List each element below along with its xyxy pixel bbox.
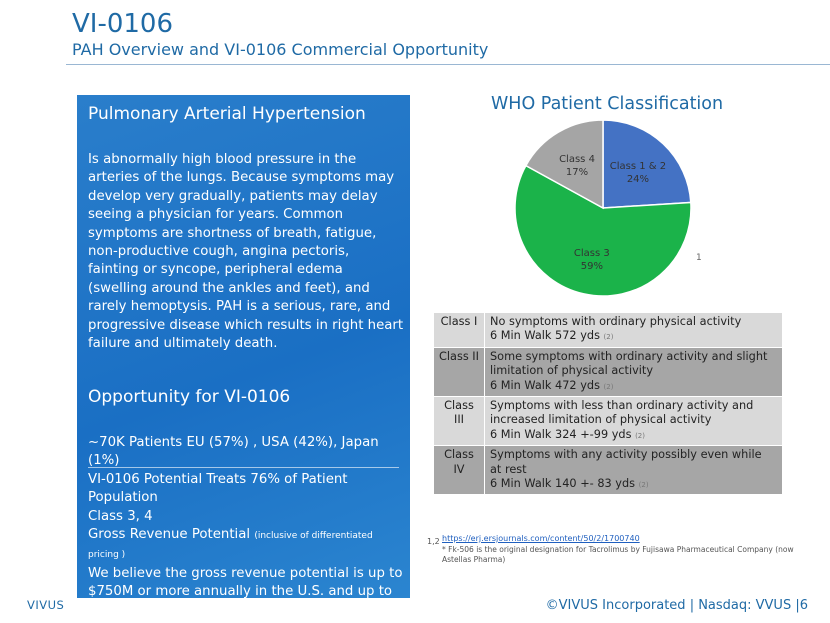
pah-heading: Pulmonary Arterial Hypertension bbox=[88, 104, 366, 124]
opportunity-details: ~70K Patients EU (57%) , USA (42%), Japa… bbox=[88, 434, 404, 620]
class-label-cell: Class III bbox=[433, 396, 485, 447]
chart-annotation: 1 bbox=[696, 253, 702, 263]
class-label-cell: Class I bbox=[433, 312, 485, 348]
walk-distance-text: 6 Min Walk 472 yds bbox=[490, 378, 600, 392]
pie-value-label: 24% bbox=[627, 174, 649, 185]
class-description: Some symptoms with ordinary activity and… bbox=[490, 349, 768, 363]
revenue-label: Gross Revenue Potential bbox=[88, 527, 251, 543]
class-description-cont: increased limitation of physical activit… bbox=[490, 413, 712, 427]
class-description-cell: Some symptoms with ordinary activity and… bbox=[484, 346, 783, 398]
panel-divider bbox=[88, 467, 399, 468]
walk-distance-text: 6 Min Walk 140 +- 83 yds bbox=[490, 477, 636, 491]
pie-label: Class 1 & 2 bbox=[610, 161, 666, 172]
class-row: Class III Symptoms with less than ordinar… bbox=[433, 396, 783, 447]
reference-marker: (2) bbox=[635, 431, 645, 440]
class-description-cont: at rest bbox=[490, 462, 527, 476]
class-description-cell: Symptoms with less than ordinary activit… bbox=[484, 396, 783, 447]
pie-slice-class-3 bbox=[514, 164, 692, 297]
footnote-number: 1,2 bbox=[427, 537, 440, 546]
who-classification-pie-chart: Class 1 & 2 24% Class 3 59% Class 4 17% 1 bbox=[514, 119, 702, 297]
class-label-cell: Class IV bbox=[433, 445, 485, 496]
pie-value-label: 17% bbox=[566, 167, 588, 178]
treats-line: VI-0106 Potential Treats 76% of Patient … bbox=[88, 471, 348, 506]
pie-label: Class 4 bbox=[559, 154, 595, 165]
class-row: Class IV Symptoms with any activity possi… bbox=[433, 445, 783, 496]
patients-line: ~70K Patients EU (57%) , USA (42%), Japa… bbox=[88, 435, 379, 469]
pie-slice-class-4 bbox=[524, 119, 604, 210]
walk-distance: 6 Min Walk 572 yds (2) bbox=[490, 329, 777, 344]
footer-copyright: ©VIVUS Incorporated | Nasdaq: VVUS | bbox=[545, 598, 800, 613]
opportunity-heading: Opportunity for VI-0106 bbox=[88, 387, 291, 407]
footer-text: ©VIVUS Incorporated | Nasdaq: VVUS |6 bbox=[546, 598, 808, 613]
chart-title: WHO Patient Classification bbox=[491, 94, 724, 114]
pah-description: Is abnormally high blood pressure in the… bbox=[88, 152, 404, 352]
walk-distance-text: 6 Min Walk 324 +-99 yds bbox=[490, 427, 632, 441]
class-description: Symptoms with any activity possibly even… bbox=[490, 448, 762, 462]
pie-value-label: 59% bbox=[581, 261, 603, 272]
title-divider bbox=[66, 64, 830, 65]
vivus-logo: VIVUS bbox=[27, 598, 65, 612]
page-number: 6 bbox=[799, 598, 808, 613]
revenue-note: (inclusive of differentiated pricing ) bbox=[88, 531, 373, 561]
page-title: VI-0106 bbox=[72, 9, 174, 39]
class-description-cont: limitation of physical activity bbox=[490, 364, 654, 378]
pie-label: Class 3 bbox=[574, 248, 610, 259]
info-panel: Pulmonary Arterial Hypertension Is abnor… bbox=[77, 95, 410, 618]
class-row: Class II Some symptoms with ordinary acti… bbox=[433, 346, 783, 398]
pie-slice-class-1-2 bbox=[602, 119, 692, 209]
class-line: Class 3, 4 bbox=[88, 508, 153, 524]
walk-distance: 6 Min Walk 324 +-99 yds (2) bbox=[490, 428, 777, 443]
walk-distance: 6 Min Walk 140 +- 83 yds (2) bbox=[490, 477, 777, 492]
reference-marker: (2) bbox=[603, 382, 614, 391]
class-description-cell: Symptoms with any activity possibly even… bbox=[484, 445, 783, 496]
footnote-text: * Fk-506 is the original designation for… bbox=[442, 545, 794, 564]
class-row: Class I No symptoms with ordinary physica… bbox=[433, 312, 783, 348]
walk-distance: 6 Min Walk 472 yds (2) bbox=[490, 379, 777, 394]
classification-table: Class I No symptoms with ordinary physica… bbox=[433, 312, 783, 496]
reference-marker: (2) bbox=[603, 333, 614, 342]
revenue-belief-line: We believe the gross revenue potential i… bbox=[88, 565, 403, 618]
reference-link[interactable]: https://erj.ersjournals.com/content/50/2… bbox=[442, 534, 640, 543]
class-description: Symptoms with less than ordinary activit… bbox=[490, 399, 754, 413]
page-subtitle: PAH Overview and VI-0106 Commercial Oppo… bbox=[72, 40, 489, 59]
class-label-cell: Class II bbox=[433, 346, 485, 398]
revenue-line: Gross Revenue Potential (inclusive of di… bbox=[88, 526, 404, 565]
class-description: No symptoms with ordinary physical activ… bbox=[490, 315, 742, 328]
walk-distance-text: 6 Min Walk 572 yds bbox=[490, 329, 600, 343]
reference-marker: (2) bbox=[638, 481, 649, 490]
class-description-cell: No symptoms with ordinary physical activ… bbox=[484, 312, 783, 348]
